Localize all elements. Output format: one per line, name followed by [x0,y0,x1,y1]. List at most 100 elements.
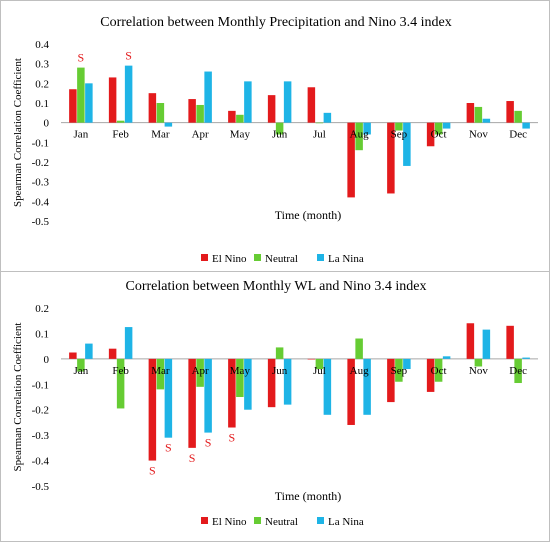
precip-bar-el-nino-may [228,110,236,123]
wl-bar-el-nino-may [228,358,236,428]
wl-bar-neutral-jul [315,358,324,370]
wl-bar-neutral-mar [156,358,165,390]
precip-x-axis-label: Time (month) [275,208,342,222]
wl-bar-el-nino-jun [267,358,276,408]
wl-bar-la-nina-jun [283,358,292,405]
precip-significance-marker: S [78,51,85,65]
wl-bar-neutral-apr [196,358,204,387]
wl-bar-la-nina-aug [363,358,371,415]
wl-x-tick-label: May [230,365,251,377]
wl-bar-la-nina-sep [403,358,411,370]
precip-y-tick-label: 0.2 [35,78,49,90]
precip-legend-label-neutral: Neutral [265,253,298,265]
precip-legend-swatch-la-nina [317,254,324,261]
precip-title: Correlation between Monthly Precipitatio… [100,15,451,30]
panel-divider [1,271,550,272]
precip-bar-la-nina-mar [164,122,173,127]
precip-y-tick-label: 0.3 [35,59,49,71]
wl-bar-neutral-aug [355,338,363,359]
precip-y-tick-label: 0.1 [35,98,49,110]
wl-x-tick-label: Oct [431,365,447,377]
wl-x-axis-label: Time (month) [275,489,342,503]
wl-bar-el-nino-feb [108,348,117,359]
precip-bar-neutral-aug [355,122,363,151]
precip-bar-neutral-jan [77,67,85,123]
precip-bar-la-nina-oct [442,122,451,129]
precip-bar-neutral-jun [275,122,284,135]
precip-bar-la-nina-feb [124,65,133,123]
wl-bar-neutral-sep [395,358,403,382]
precip-bar-neutral-apr [196,104,204,123]
precip-y-tick-label: -0.5 [32,216,50,228]
wl-y-tick-label: -0.2 [32,405,49,417]
precip-significance-marker: S [125,49,132,63]
precip-bar-el-nino-feb [108,77,117,123]
wl-x-tick-label: Apr [192,365,209,377]
precip-bar-el-nino-oct [426,122,435,147]
wl-bar-la-nina-dec [522,357,530,359]
precip-bar-la-nina-jan [85,83,93,123]
wl-bar-neutral-may [236,358,244,397]
precip-x-tick-label: Dec [509,129,527,141]
wl-bar-el-nino-mar [148,358,157,461]
precip-x-tick-label: May [230,129,251,141]
wl-bar-neutral-nov [474,358,483,367]
precip-y-tick-label: 0.4 [35,39,49,51]
wl-bar-el-nino-nov [466,323,475,359]
precip-bar-el-nino-mar [148,93,157,123]
wl-bar-la-nina-jul [323,358,332,415]
wl-x-tick-label: Mar [151,365,170,377]
precip-bar-la-nina-jul [323,112,332,123]
precip-x-tick-label: Mar [151,129,170,141]
wl-legend-label-la-nina: La Nina [328,516,364,528]
wl-x-tick-label: Jun [272,365,288,377]
precip-bar-el-nino-jul [307,87,316,123]
wl-bar-la-nina-jan [85,343,93,359]
wl-bar-la-nina-nov [482,329,491,359]
wl-x-tick-label: Jan [74,365,89,377]
precip-bar-neutral-jul [315,122,324,124]
wl-y-tick-label: -0.1 [32,379,49,391]
precip-bar-la-nina-aug [363,122,371,135]
precip-bar-neutral-oct [434,122,443,135]
wl-bar-la-nina-may [244,358,252,410]
precip-bar-neutral-mar [156,103,165,123]
wl-bar-la-nina-feb [124,327,133,359]
precip-y-tick-label: -0.1 [32,137,49,149]
wl-bar-neutral-dec [514,358,522,384]
wl-significance-marker: S [205,436,212,450]
precip-bar-el-nino-dec [506,101,514,123]
wl-legend-swatch-la-nina [317,517,324,524]
precip-x-tick-label: Jan [74,129,89,141]
wl-bar-neutral-jan [77,358,85,372]
precip-x-tick-label: Jun [272,129,288,141]
wl-legend-swatch-el-nino [201,517,208,524]
precip-legend-label-la-nina: La Nina [328,253,364,265]
wl-x-tick-label: Sep [391,365,408,377]
precip-y-tick-label: -0.4 [32,196,50,208]
precip-x-tick-label: Apr [192,129,209,141]
wl-bar-el-nino-jan [69,352,77,359]
precip-legend-swatch-neutral [254,254,261,261]
precip-bar-la-nina-nov [482,118,491,123]
precip-bar-neutral-dec [514,110,522,123]
wl-bar-la-nina-oct [442,356,451,359]
wl-legend-label-neutral: Neutral [265,516,298,528]
wl-bar-neutral-oct [434,358,443,382]
precip-y-tick-label: -0.2 [32,157,49,169]
wl-bar-el-nino-aug [347,358,355,425]
precip-bar-neutral-nov [474,106,483,123]
wl-x-tick-label: Feb [112,365,129,377]
wl-y-tick-label: -0.3 [32,430,50,442]
precip-x-tick-label: Nov [469,129,488,141]
wl-y-tick-label: -0.4 [32,456,50,468]
wl-legend-label-el-nino: El Nino [212,516,247,528]
precip-bar-la-nina-sep [403,122,411,166]
wl-x-tick-label: Jul [313,365,326,377]
precip-bar-la-nina-apr [204,71,212,123]
precip-legend-label-el-nino: El Nino [212,253,247,265]
precip-x-tick-label: Jul [313,129,326,141]
wl-significance-marker: S [165,441,172,455]
wl-x-tick-label: Dec [509,365,527,377]
wl-y-tick-label: 0.1 [35,328,49,340]
